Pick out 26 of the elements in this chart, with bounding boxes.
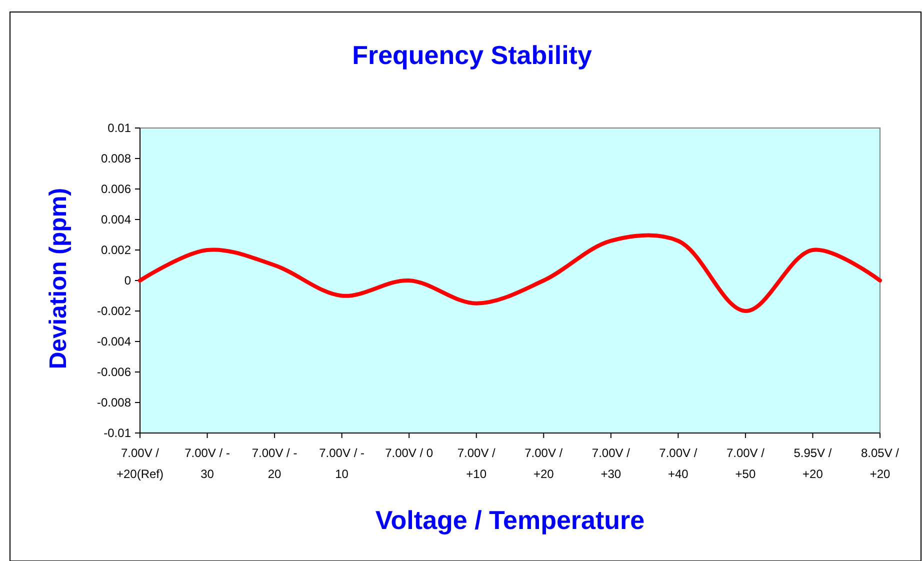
x-axis-title: Voltage / Temperature — [375, 505, 645, 535]
x-tick-label: 7.00V / +20 — [524, 446, 564, 481]
y-tick-label: -0.008 — [96, 396, 132, 410]
y-tick-label: 0.01 — [108, 121, 132, 135]
y-tick-label: -0.01 — [104, 426, 132, 440]
x-tick-label: 7.00V / +30 — [592, 446, 631, 481]
x-tick-label: 7.00V / - 10 — [319, 446, 364, 481]
chart-title: Frequency Stability — [352, 40, 592, 70]
y-axis-title: Deviation (ppm) — [45, 188, 72, 370]
x-tick-label: 7.00V / - 30 — [184, 446, 230, 481]
x-tick-label: 7.00V / +20(Ref) — [116, 446, 164, 481]
y-tick-label: -0.006 — [96, 365, 132, 379]
y-tick-label: 0 — [124, 274, 132, 288]
y-tick-label: -0.002 — [96, 304, 132, 318]
x-tick-label: 5.95V / +20 — [794, 446, 832, 481]
x-tick-label: 7.00V / +40 — [659, 446, 698, 481]
x-tick-label: 8.05V / +20 — [860, 446, 900, 481]
x-tick-label: 7.00V / - 20 — [252, 446, 298, 481]
x-tick-label: 7.00V / +50 — [726, 446, 766, 481]
x-tick-label: 7.00V / +10 — [457, 446, 496, 481]
x-tick-label: 7.00V / 0 — [385, 446, 434, 460]
y-tick-label: 0.002 — [100, 243, 132, 257]
y-tick-label: 0.006 — [100, 182, 132, 196]
y-tick-label: -0.004 — [96, 334, 132, 348]
y-tick-label: 0.008 — [100, 152, 132, 166]
y-tick-label: 0.004 — [100, 212, 132, 226]
